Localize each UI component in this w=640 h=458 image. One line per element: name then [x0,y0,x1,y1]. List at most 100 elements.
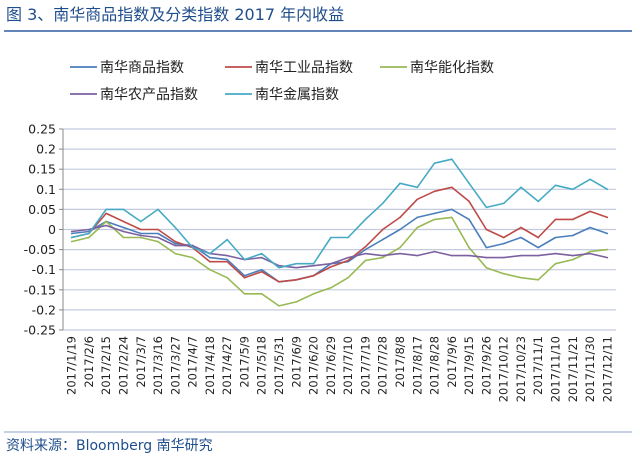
y-tick-label: -0.05 [24,242,56,257]
data-point [312,264,315,267]
data-point [606,256,609,259]
data-point [502,236,505,239]
data-point [174,240,177,243]
x-tick-label: 2017/10/12 [497,336,511,402]
data-point [571,234,574,237]
legend-label: 南华金属指数 [255,87,339,103]
data-point [399,228,401,231]
series-line-4 [71,158,608,269]
data-point [537,236,540,239]
data-point [589,250,591,253]
series-line-0 [71,208,608,283]
data-point [122,220,125,223]
x-tick-label: 2017/6/20 [307,336,321,395]
data-point [606,216,609,219]
data-point [260,270,263,273]
data-point [243,258,246,261]
data-point [347,276,349,279]
data-point [364,252,367,255]
legend-item: 南华商品指数 [70,60,184,76]
data-point [191,246,194,249]
data-point [174,242,177,245]
x-tick-label: 2017/9/15 [462,336,476,395]
data-point [537,278,540,281]
y-tick-label: 0.05 [28,202,56,217]
data-point [606,232,609,235]
data-point [364,218,367,221]
data-point [139,236,142,239]
data-point [399,252,401,255]
data-point [606,188,609,191]
data-point [468,254,470,257]
data-point [260,293,263,295]
legend-label: 南华能化指数 [410,60,494,76]
data-point [105,220,108,223]
legend-item: 南华工业品指数 [225,60,353,76]
data-point [589,178,591,181]
x-tick-label: 2017/3/27 [168,336,182,395]
data-point [485,246,488,249]
data-point [416,254,419,257]
data-point [381,256,384,259]
figure-title: 图 3、南华商品指数及分类指数 2017 年内收益 [6,5,344,24]
data-point [589,210,591,213]
x-tick-label: 2017/11/21 [566,336,580,402]
data-point [105,224,108,227]
data-point [105,212,108,215]
x-tick-label: 2017/6/9 [289,336,303,388]
x-tick-label: 2017/8/28 [428,336,442,395]
y-tick-label: -0.25 [24,323,56,338]
data-point [554,262,557,265]
data-point [312,262,315,265]
x-tick-label: 2017/5/9 [237,336,251,388]
data-point [416,216,419,219]
data-point [364,245,367,248]
data-point [399,216,401,219]
x-tick-label: 2017/2/6 [82,336,96,388]
data-point [381,238,384,241]
data-point [433,162,436,164]
data-point [468,200,470,203]
data-point [381,228,384,231]
data-point [520,254,522,257]
data-point [399,246,401,249]
data-point [433,212,436,215]
data-point [330,266,332,268]
data-point [70,230,73,233]
data-point [70,236,73,239]
data-point [122,236,125,239]
data-point [295,278,298,281]
data-point [260,268,263,271]
data-point [485,206,488,209]
data-point [139,234,142,237]
y-tick-label: 0.15 [28,162,56,177]
data-point [295,266,298,269]
data-point [554,184,557,187]
data-point [537,254,540,257]
x-tick-label: 2017/9/6 [445,336,459,388]
x-tick-label: 2017/6/29 [324,336,338,395]
data-point [243,276,246,279]
x-tick-label: 2017/2/15 [99,336,113,395]
data-point [70,232,73,235]
data-point [226,260,228,263]
x-tick-label: 2017/5/31 [272,336,286,395]
data-point [451,158,453,160]
x-tick-label: 2017/7/10 [341,336,355,395]
data-point [416,226,419,229]
x-tick-label: 2017/4/18 [203,336,217,395]
data-point [416,186,419,189]
x-tick-label: 2017/8/17 [410,336,424,395]
data-point [433,190,436,193]
data-point [88,232,90,235]
data-point [260,252,263,255]
x-tick-label: 2017/2/24 [116,336,130,395]
y-tick-label: 0.2 [36,142,56,157]
data-point [139,228,142,231]
x-tick-label: 2017/10/23 [514,336,528,402]
data-point [88,236,90,239]
data-point [157,208,159,211]
x-tick-label: 2017/7/19 [358,336,372,395]
data-point [520,276,522,279]
